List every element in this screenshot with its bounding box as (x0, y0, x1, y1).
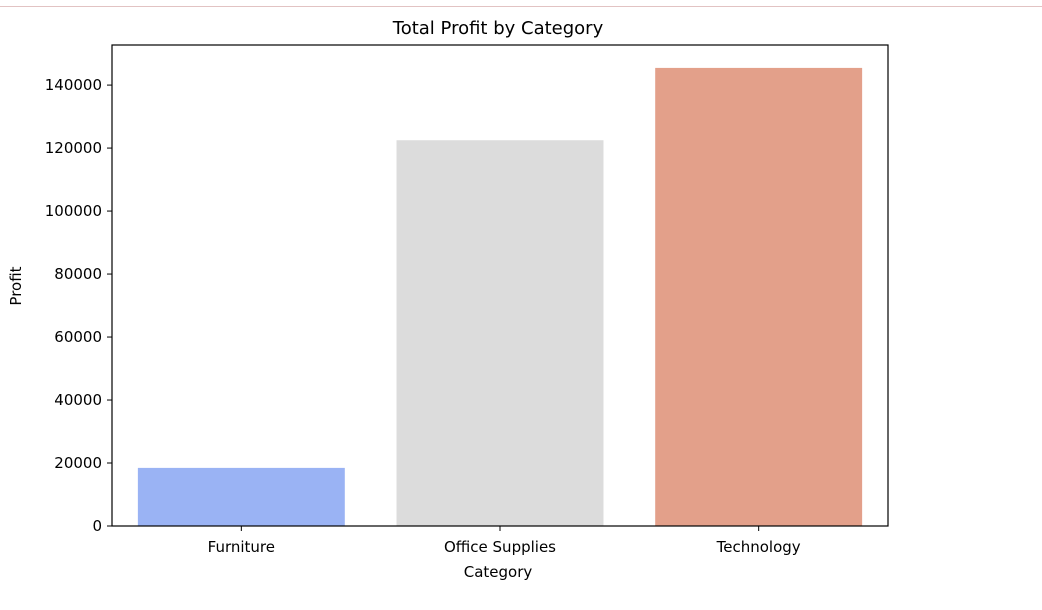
x-tick-label: Office Supplies (444, 538, 556, 556)
bar-furniture (137, 467, 345, 526)
y-tick-label: 40000 (54, 391, 102, 409)
bars-group (137, 67, 863, 527)
y-tick-label: 60000 (54, 328, 102, 346)
bar-technology (655, 67, 863, 527)
y-tick-label: 80000 (54, 265, 102, 283)
y-tick-label: 0 (92, 517, 102, 535)
chart-title: Total Profit by Category (392, 18, 604, 39)
x-axis-label: Category (464, 563, 533, 581)
x-tick-label: Technology (716, 538, 801, 556)
y-tick-label: 120000 (45, 139, 102, 157)
y-tick-label: 20000 (54, 454, 102, 472)
bar-office-supplies (396, 140, 604, 527)
y-axis-label: Profit (7, 266, 25, 305)
x-tick-label: Furniture (208, 538, 275, 556)
y-tick-label: 140000 (45, 76, 102, 94)
top-divider (0, 0, 1042, 7)
y-tick-label: 100000 (45, 202, 102, 220)
y-axis: 0 20000 40000 60000 80000 100000 120000 140000 (45, 76, 112, 535)
x-axis: Furniture Office Supplies Technology (208, 526, 801, 556)
